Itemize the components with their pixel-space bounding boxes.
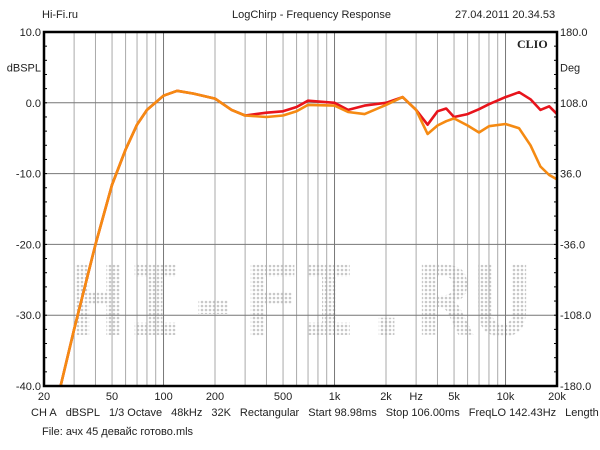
point-red (478, 108, 480, 110)
x-tick-label: 10k (497, 391, 515, 403)
y2-tick-label: 36.0 (560, 169, 581, 181)
y2-tick-label: 180.0 (560, 27, 588, 39)
x-tick-label: 200 (206, 391, 224, 403)
point-red (504, 96, 507, 98)
point-red (518, 91, 520, 93)
point-orange (453, 117, 455, 120)
chart-title: LogChirp - Frequency Response (232, 9, 391, 21)
point-orange (111, 184, 113, 186)
y-tick-label: -30.0 (16, 310, 41, 322)
point-orange (539, 165, 542, 168)
point-orange (265, 116, 268, 118)
timestamp: 27.04.2011 20.34.53 (455, 9, 556, 21)
x-tick-label: 20 (38, 391, 50, 403)
param-4: 32K (211, 407, 231, 419)
point-orange (146, 109, 148, 111)
point-orange (436, 124, 439, 127)
y2-tick-label: -180.0 (560, 381, 591, 393)
file-name: File: ачх 45 девайс готово.mls (42, 426, 194, 438)
x-tick-label: 500 (274, 391, 292, 403)
point-orange (385, 104, 387, 106)
point-orange (162, 94, 165, 97)
point-red (445, 107, 448, 110)
point-orange (548, 174, 550, 176)
y2-tick-label: -108.0 (560, 310, 591, 322)
point-orange (73, 328, 75, 331)
param-1: dBSPL (65, 407, 100, 419)
point-orange (466, 124, 469, 127)
point-red (307, 99, 309, 102)
y-tick-label: -10.0 (16, 169, 41, 181)
point-orange (307, 104, 309, 106)
point-orange (347, 111, 349, 113)
point-red (385, 102, 387, 104)
point-orange (244, 114, 246, 117)
point-orange (333, 104, 336, 107)
point-red (347, 109, 349, 111)
point-orange (529, 144, 532, 147)
plot-frame (42, 30, 559, 388)
point-orange (504, 123, 507, 125)
param-3: 48kHz (171, 407, 203, 419)
point-orange (176, 89, 178, 92)
point-red (539, 109, 542, 111)
y-tick-label: -20.0 (16, 239, 41, 251)
y2-tick-label: Deg (560, 62, 580, 74)
site-label: Hi-Fi.ru (42, 9, 79, 21)
param-5: Rectangular (239, 407, 300, 419)
x-tick-label: 50 (106, 391, 118, 403)
point-red (363, 104, 366, 107)
y-tick-label: 10.0 (20, 27, 41, 39)
y2-tick-label: -36.0 (560, 239, 585, 251)
point-orange (192, 92, 195, 95)
point-red (282, 110, 284, 113)
point-orange (124, 148, 127, 151)
point-red (488, 103, 490, 106)
param-6: Start 98.98ms (308, 407, 377, 419)
x-tick-label: 5k (448, 391, 460, 403)
point-orange (415, 109, 417, 111)
series-orange (59, 89, 558, 387)
point-red (295, 106, 298, 108)
point-orange (478, 131, 480, 134)
param-8: FreqLO 142.43Hz (468, 407, 557, 419)
measurement-params: CH A dBSPL 1/3 Octave 48kHz 32K Rectangular St… (31, 407, 600, 419)
param-2: 1/3 Octave (108, 407, 163, 419)
point-orange (518, 127, 520, 130)
point-red (426, 123, 429, 126)
point-orange (94, 243, 97, 246)
y-tick-label: 0.0 (26, 98, 41, 110)
x-tick-label: 2k (380, 391, 392, 403)
point-orange (295, 110, 298, 113)
point-red (333, 102, 336, 104)
param-9: Length 7.02ms (565, 407, 600, 419)
point-orange (488, 125, 490, 127)
point-orange (136, 123, 138, 126)
point-red (548, 105, 550, 108)
point-orange (426, 133, 429, 135)
point-red (436, 110, 439, 113)
point-orange (214, 97, 216, 100)
param-0: CH A (31, 407, 57, 419)
point-red (466, 113, 469, 115)
point-orange (401, 96, 404, 98)
y-tick-label: -40.0 (16, 381, 41, 393)
point-orange (445, 120, 448, 123)
x-tick-label: Hz (409, 391, 422, 403)
y-tick-label: dBSPL (7, 62, 41, 74)
point-orange (363, 113, 366, 115)
point-orange (230, 109, 233, 111)
x-tick-label: 1k (329, 391, 341, 403)
y2-tick-label: 108.0 (560, 98, 588, 110)
param-7: Stop 106.00ms (385, 407, 460, 419)
point-red (265, 111, 268, 114)
x-tick-label: 20k (548, 391, 566, 403)
point-red (529, 98, 532, 101)
point-orange (282, 114, 284, 117)
clio-brand: CLIO (517, 37, 548, 51)
watermark-logo: HI-FI.RU (69, 246, 531, 358)
x-tick-label: 100 (154, 391, 172, 403)
